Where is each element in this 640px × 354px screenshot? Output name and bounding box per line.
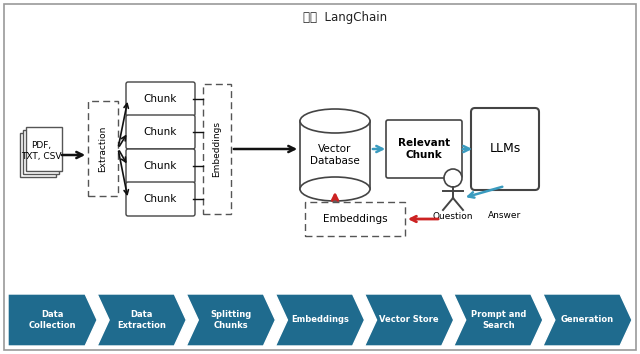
FancyBboxPatch shape [26, 127, 62, 171]
Text: Data
Collection: Data Collection [29, 310, 76, 330]
Circle shape [444, 169, 462, 187]
FancyBboxPatch shape [203, 84, 231, 214]
Text: Chunk: Chunk [144, 194, 177, 204]
Polygon shape [97, 294, 186, 346]
FancyBboxPatch shape [88, 101, 118, 196]
Text: Vector Store: Vector Store [380, 315, 439, 325]
FancyBboxPatch shape [471, 108, 539, 190]
Text: Chunk: Chunk [144, 127, 177, 137]
FancyBboxPatch shape [20, 133, 56, 177]
FancyBboxPatch shape [126, 82, 195, 116]
Ellipse shape [300, 109, 370, 133]
Text: Embeddings: Embeddings [212, 121, 221, 177]
FancyBboxPatch shape [126, 182, 195, 216]
FancyBboxPatch shape [386, 120, 462, 178]
Polygon shape [186, 294, 275, 346]
Text: Chunk: Chunk [144, 94, 177, 104]
Polygon shape [454, 294, 543, 346]
Text: Vector
Database: Vector Database [310, 144, 360, 166]
Polygon shape [365, 294, 454, 346]
Text: Embeddings: Embeddings [323, 214, 387, 224]
Text: Embeddings: Embeddings [291, 315, 349, 325]
FancyBboxPatch shape [305, 202, 405, 236]
Text: PDF,
TXT, CSV: PDF, TXT, CSV [20, 141, 61, 161]
Text: LLMs: LLMs [490, 143, 520, 155]
Text: Data
Extraction: Data Extraction [117, 310, 166, 330]
Text: Relevant
Chunk: Relevant Chunk [398, 138, 450, 160]
FancyBboxPatch shape [300, 121, 370, 189]
Polygon shape [8, 294, 97, 346]
FancyBboxPatch shape [4, 4, 636, 350]
Text: Extraction: Extraction [99, 125, 108, 172]
Text: 🦜🔗  LangChain: 🦜🔗 LangChain [303, 11, 387, 23]
Text: Generation: Generation [561, 315, 614, 325]
Text: Prompt and
Search: Prompt and Search [470, 310, 526, 330]
Text: Answer: Answer [488, 211, 522, 221]
Ellipse shape [300, 177, 370, 201]
FancyBboxPatch shape [126, 149, 195, 183]
Polygon shape [275, 294, 365, 346]
FancyBboxPatch shape [126, 115, 195, 149]
FancyBboxPatch shape [23, 130, 59, 174]
Text: Chunk: Chunk [144, 161, 177, 171]
Polygon shape [543, 294, 632, 346]
Text: Splitting
Chunks: Splitting Chunks [210, 310, 252, 330]
Text: Question: Question [433, 211, 473, 221]
